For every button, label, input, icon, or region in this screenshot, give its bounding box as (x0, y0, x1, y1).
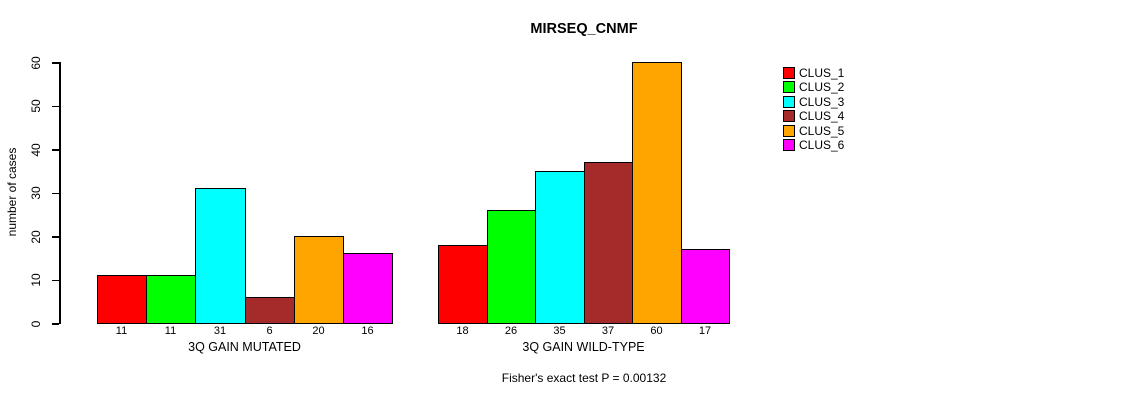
bar-value-label: 17 (698, 325, 712, 337)
y-tick-mark (52, 236, 59, 238)
bar-value-label: 31 (213, 325, 227, 337)
bar-value-label: 60 (650, 325, 663, 337)
bar-clus_2 (146, 275, 196, 324)
bar-clus_2 (487, 210, 536, 324)
bar-value-label: 11 (164, 325, 177, 337)
y-axis-line (59, 62, 61, 324)
y-tick-label: 20 (29, 229, 43, 244)
y-tick-mark (52, 149, 59, 151)
legend-label: CLUS_5 (799, 123, 845, 138)
legend-swatch-clus_5 (783, 124, 795, 137)
legend-label: CLUS_6 (799, 138, 845, 152)
y-tick-mark (52, 105, 59, 107)
y-tick-label: 40 (29, 142, 43, 157)
bar-value-label: 37 (601, 325, 615, 337)
chart-title: MIRSEQ_CNMF (530, 21, 638, 37)
bar-clus_4 (245, 297, 295, 324)
y-tick-label: 10 (29, 273, 43, 287)
bar-value-label: 18 (456, 325, 469, 337)
legend-label: CLUS_1 (799, 66, 845, 80)
bar-clus_6 (343, 253, 393, 324)
legend-label: CLUS_2 (799, 80, 845, 95)
bar-clus_6 (681, 249, 730, 324)
y-tick-label: 30 (29, 186, 43, 200)
y-tick-label: 50 (29, 99, 43, 113)
x-group-label: 3Q GAIN WILD-TYPE (522, 340, 645, 354)
legend-swatch-clus_2 (783, 81, 795, 94)
fisher-test-note: Fisher's exact test P = 0.00132 (501, 371, 667, 385)
y-tick-label: 0 (29, 320, 43, 327)
legend-swatch-clus_3 (783, 95, 795, 108)
bar-clus_5 (632, 62, 682, 324)
y-tick-label: 60 (29, 55, 43, 70)
legend-label: CLUS_3 (799, 94, 845, 109)
y-tick-mark (52, 192, 59, 194)
bar-clus_3 (535, 171, 585, 324)
bar-value-label: 6 (266, 325, 273, 337)
bar-value-label: 11 (115, 325, 128, 337)
legend-label: CLUS_4 (799, 109, 845, 124)
bar-clus_5 (294, 236, 344, 324)
legend-swatch-clus_4 (783, 110, 795, 123)
y-tick-mark (52, 62, 59, 64)
y-axis-label: number of cases (5, 147, 19, 237)
legend-swatch-clus_6 (783, 139, 795, 151)
bar-value-label: 35 (553, 325, 566, 337)
bar-value-label: 26 (504, 325, 518, 337)
bar-value-label: 16 (361, 325, 374, 337)
x-group-label: 3Q GAIN MUTATED (188, 340, 301, 354)
y-tick-mark (52, 279, 59, 281)
bar-clus_3 (195, 188, 246, 324)
bar-clus_1 (97, 275, 147, 324)
legend-swatch-clus_1 (783, 67, 795, 79)
bar-clus_4 (584, 162, 633, 324)
bar-clus_1 (438, 245, 488, 324)
bar-value-label: 20 (312, 325, 325, 337)
y-tick-mark (52, 323, 59, 325)
